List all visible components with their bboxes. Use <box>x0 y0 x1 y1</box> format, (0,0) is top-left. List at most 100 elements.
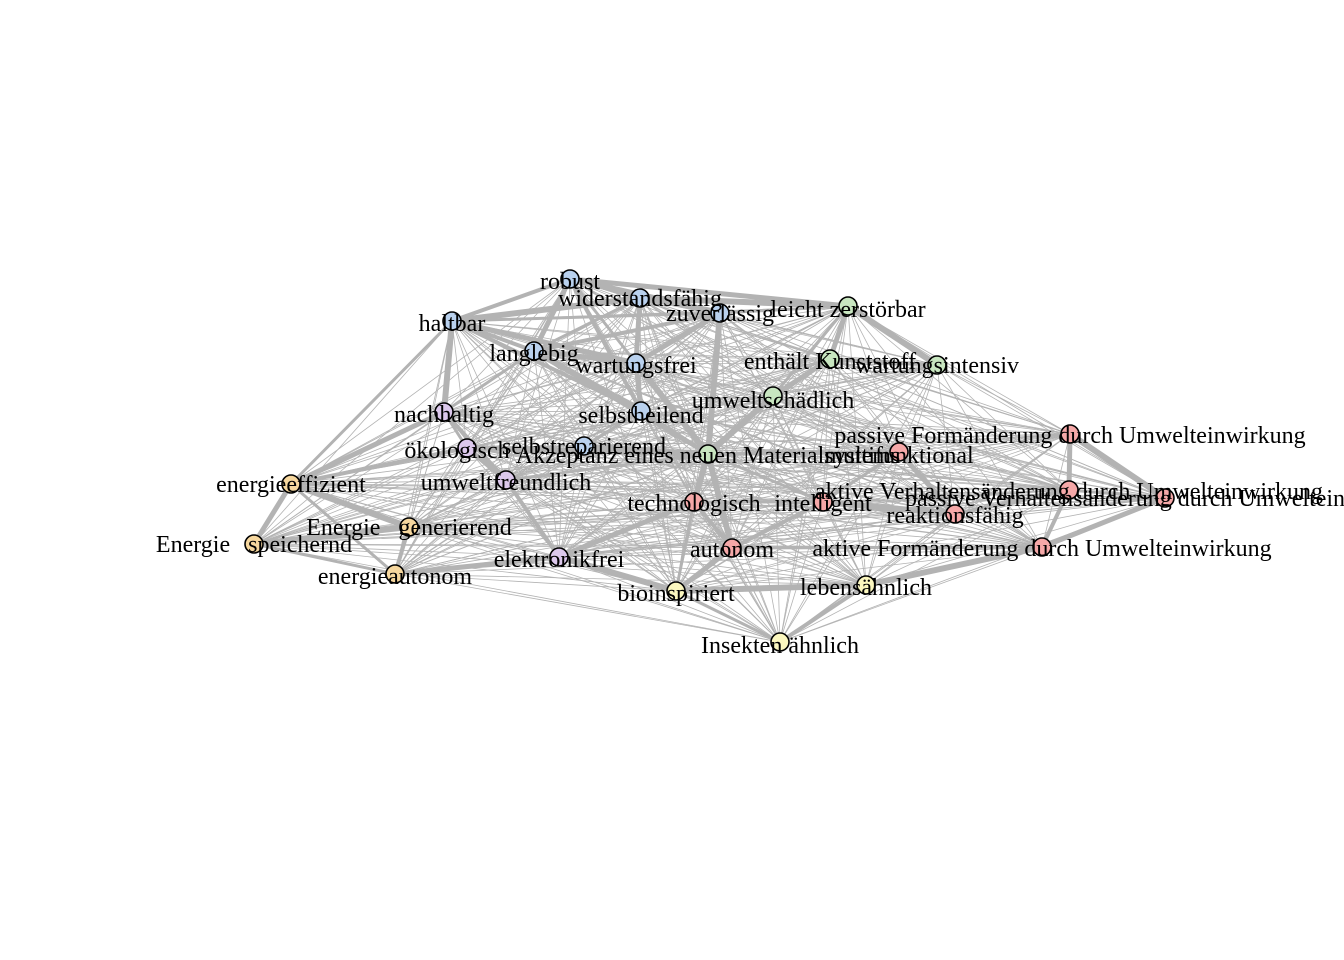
node-energie_speichernd[interactable] <box>244 534 264 554</box>
strong-edge-energieeffizient-energieautonom <box>289 482 397 576</box>
edge-zuverlaessig-energie_speichernd <box>253 312 721 545</box>
edge-leicht_zerstoerbar-aktive_formaenderung <box>847 305 1043 548</box>
node-widerstandsfaehig[interactable] <box>630 288 650 308</box>
strong-edge-enthaelt_kunststoff-umweltschaedlich <box>770 356 833 399</box>
node-insekten_aehnlich[interactable] <box>770 632 790 652</box>
edge-selbstreparierend-autonom <box>583 445 733 549</box>
node-umweltschaedlich[interactable] <box>763 386 783 406</box>
node-zuverlaessig[interactable] <box>710 303 730 323</box>
edge-enthaelt_kunststoff-aktive_verhaltensaenderung <box>829 358 1070 491</box>
edge-umweltfreundlich-passive_formaenderung <box>505 433 1071 481</box>
strong-edge-akzeptanz-intelligent <box>706 452 825 504</box>
edges-layer <box>251 276 1168 644</box>
node-energieeffizient[interactable] <box>281 474 301 494</box>
node-robust[interactable] <box>560 269 580 289</box>
nodes-layer <box>244 269 1175 652</box>
edge-oekologisch-energie_generierend <box>408 447 468 528</box>
label-reaktionsfaehig: reaktionsfähig <box>886 503 1023 529</box>
edge-passive_verhaltensaenderung-intelligent <box>822 497 1166 503</box>
strong-edge-aktive_verhaltensaenderung-aktive_formaenderung <box>1040 488 1071 549</box>
label-bioinspiriert: bioinspiriert <box>617 581 735 607</box>
edge-aktive_verhaltensaenderung-insekten_aehnlich <box>779 489 1070 643</box>
node-multifunktional[interactable] <box>889 442 909 462</box>
edge-aktive_formaenderung-insekten_aehnlich <box>779 546 1043 643</box>
edge-haltbar-multifunktional <box>451 320 900 453</box>
edge-elektronikfrei-insekten_aehnlich <box>558 556 781 643</box>
edge-energie_speichernd-insekten_aehnlich <box>253 543 781 643</box>
edge-enthaelt_kunststoff-energieeffizient <box>290 358 831 485</box>
edge-umweltschaedlich-lebensaehnlich <box>772 395 867 586</box>
edge-wartungsintensiv-elektronikfrei <box>558 364 938 558</box>
strong-edge-umweltschaedlich-akzeptanz <box>705 393 776 457</box>
edge-elektronikfrei-lebensaehnlich <box>558 556 867 586</box>
edge-intelligent-aktive_formaenderung <box>822 501 1043 548</box>
edge-widerstandsfaehig-aktive_verhaltensaenderung <box>639 297 1070 491</box>
edge-umweltfreundlich-energie_generierend <box>408 479 507 528</box>
edge-selbstheilend-umweltschaedlich <box>640 395 774 412</box>
edge-langlebig-energieeffizient <box>290 350 535 485</box>
node-umweltfreundlich[interactable] <box>496 470 516 490</box>
edge-energie_generierend-lebensaehnlich <box>408 526 867 586</box>
node-energieautonom[interactable] <box>385 564 405 584</box>
edge-umweltfreundlich-bioinspiriert <box>505 479 677 592</box>
strong-edge-leicht_zerstoerbar-wartungsintensiv <box>845 303 940 368</box>
edge-passive_formaenderung-autonom <box>731 433 1071 549</box>
strong-edge-passive_formaenderung-passive_verhaltensaenderung <box>1067 431 1168 501</box>
node-wartungsintensiv[interactable] <box>927 355 947 375</box>
strong-edge-bioinspiriert-elektronikfrei <box>556 554 679 594</box>
strong-edge-haltbar-wartungsfrei <box>449 318 639 366</box>
edge-aktive_verhaltensaenderung-technologisch <box>693 489 1070 503</box>
strong-edge-aktive_verhaltensaenderung-passive_verhaltensaenderung <box>1067 488 1167 500</box>
edge-nachhaltig-passive_verhaltensaenderung <box>443 411 1166 499</box>
label-wartungsfrei: wartungsfrei <box>575 353 697 379</box>
edge-energie_speichernd-intelligent <box>253 501 824 545</box>
node-autonom[interactable] <box>722 538 742 558</box>
label-umweltfreundlich: umweltfreundlich <box>421 470 592 496</box>
strong-edge-robust-selbstheilend <box>568 277 643 413</box>
node-langlebig[interactable] <box>524 341 544 361</box>
strong-edge-technologisch-autonom <box>692 500 734 550</box>
node-lebensaehnlich[interactable] <box>856 575 876 595</box>
node-passive_formaenderung[interactable] <box>1060 424 1080 444</box>
node-aktive_formaenderung[interactable] <box>1032 537 1052 557</box>
label-wartungsintensiv: wartungsintensiv <box>855 353 1019 379</box>
edge-umweltschaedlich-oekologisch <box>466 395 774 449</box>
node-akzeptanz[interactable] <box>698 444 718 464</box>
label-autonom: autonom <box>690 537 774 563</box>
strong-edge-umweltfreundlich-akzeptanz <box>504 452 710 482</box>
node-elektronikfrei[interactable] <box>549 547 569 567</box>
node-oekologisch[interactable] <box>457 438 477 458</box>
strong-edge-robust-wartungsfrei <box>568 277 638 365</box>
edge-elektronikfrei-autonom <box>558 547 733 558</box>
edge-passive_verhaltensaenderung-bioinspiriert <box>675 497 1166 592</box>
node-aktive_verhaltensaenderung[interactable] <box>1059 480 1079 500</box>
node-technologisch[interactable] <box>684 492 704 512</box>
node-wartungsfrei[interactable] <box>626 353 646 373</box>
node-reaktionsfaehig[interactable] <box>945 504 965 524</box>
edge-multifunktional-lebensaehnlich <box>865 451 900 586</box>
edge-umweltschaedlich-umweltfreundlich <box>505 395 774 481</box>
node-leicht_zerstoerbar[interactable] <box>838 296 858 316</box>
edge-zuverlaessig-energieautonom <box>394 312 721 575</box>
node-bioinspiriert[interactable] <box>666 581 686 601</box>
node-energie_generierend[interactable] <box>399 517 419 537</box>
node-passive_verhaltensaenderung[interactable] <box>1155 488 1175 508</box>
edge-passive_verhaltensaenderung-autonom <box>731 497 1166 549</box>
node-selbstreparierend[interactable] <box>574 436 594 456</box>
node-intelligent[interactable] <box>813 492 833 512</box>
edge-wartungsintensiv-passive_formaenderung <box>936 364 1071 435</box>
edge-selbstreparierend-enthaelt_kunststoff <box>583 358 831 447</box>
node-haltbar[interactable] <box>442 311 462 331</box>
edge-wartungsintensiv-nachhaltig <box>443 364 938 413</box>
label-selbstreparierend: selbstreparierend <box>502 434 666 460</box>
node-enthaelt_kunststoff[interactable] <box>820 349 840 369</box>
strong-edge-umweltfreundlich-elektronikfrei <box>504 478 561 559</box>
node-nachhaltig[interactable] <box>434 402 454 422</box>
strong-edge-energie_speichernd-energie_generierend <box>251 524 412 547</box>
node-selbstheilend[interactable] <box>631 401 651 421</box>
strong-edge-energieeffizient-energie_speichernd <box>251 481 294 547</box>
edge-umweltfreundlich-lebensaehnlich <box>505 479 867 586</box>
edge-akzeptanz-nachhaltig <box>443 411 709 455</box>
strong-edge-akzeptanz-selbstreparierend <box>581 443 711 457</box>
